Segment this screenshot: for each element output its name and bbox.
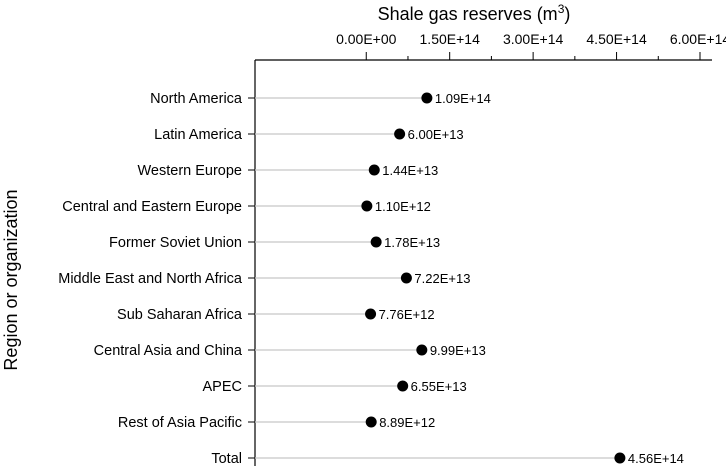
y-axis-title: Region or organization <box>1 189 21 370</box>
data-point <box>394 128 406 140</box>
category-label: APEC <box>203 379 243 395</box>
data-label: 4.56E+14 <box>628 451 684 466</box>
data-label: 7.76E+12 <box>379 307 435 322</box>
x-tick-label: 6.00E+14 <box>670 31 726 47</box>
category-label: Total <box>211 451 242 466</box>
category-label: Western Europe <box>137 163 242 179</box>
data-point <box>397 380 409 392</box>
x-axis-title: Shale gas reserves (m3) <box>378 2 571 24</box>
data-point <box>365 416 377 428</box>
category-label: Rest of Asia Pacific <box>118 415 242 431</box>
category-label: Former Soviet Union <box>109 235 242 251</box>
category-label: Latin America <box>154 127 243 143</box>
x-tick-label: 3.00E+14 <box>503 31 564 47</box>
x-tick-label: 1.50E+14 <box>420 31 481 47</box>
category-label: Central Asia and China <box>94 343 243 359</box>
data-point <box>614 452 626 464</box>
category-label: Sub Saharan Africa <box>117 307 243 323</box>
data-label: 1.10E+12 <box>375 199 431 214</box>
data-label: 1.44E+13 <box>382 163 438 178</box>
data-point <box>361 200 373 212</box>
data-label: 8.89E+12 <box>379 415 435 430</box>
data-points <box>361 92 626 464</box>
data-label: 1.78E+13 <box>384 235 440 250</box>
leader-lines <box>255 97 620 459</box>
category-label: Central and Eastern Europe <box>62 199 242 215</box>
axes <box>248 52 712 466</box>
data-label: 7.22E+13 <box>414 271 470 286</box>
category-label: Middle East and North Africa <box>58 271 243 287</box>
data-point <box>400 272 412 284</box>
data-label: 9.99E+13 <box>430 343 486 358</box>
x-tick-label: 0.00E+00 <box>336 31 397 47</box>
data-label: 6.55E+13 <box>411 379 467 394</box>
x-tick-label: 4.50E+14 <box>586 31 647 47</box>
data-point <box>368 164 380 176</box>
data-label: 6.00E+13 <box>408 127 464 142</box>
data-point <box>416 344 428 356</box>
data-point <box>365 308 377 320</box>
labels: 0.00E+00 1.50E+14 3.00E+14 4.50E+14 6.00E+14… <box>58 31 726 466</box>
data-point <box>370 236 382 248</box>
data-label: 1.09E+14 <box>435 91 491 106</box>
category-label: North America <box>150 91 243 107</box>
data-point <box>421 92 433 104</box>
